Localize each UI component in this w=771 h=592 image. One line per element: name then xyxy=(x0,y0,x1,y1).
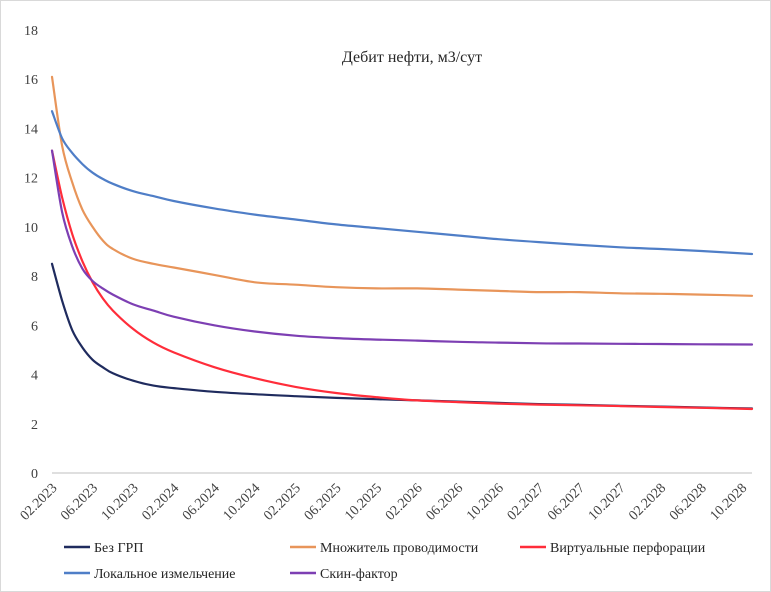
legend-label: Без ГРП xyxy=(94,541,143,556)
x-tick-label: 10.2023 xyxy=(99,481,142,524)
y-tick-label: 6 xyxy=(31,319,38,334)
x-tick-label: 10.2025 xyxy=(342,481,385,524)
x-axis: 02.202306.202310.202302.202406.202410.20… xyxy=(18,472,752,524)
y-tick-label: 0 xyxy=(31,467,38,482)
y-tick-label: 8 xyxy=(31,270,38,285)
x-tick-label: 02.2028 xyxy=(626,481,669,524)
series-line-5 xyxy=(50,149,754,346)
y-tick-label: 18 xyxy=(24,24,38,39)
x-tick-label: 02.2025 xyxy=(261,481,304,524)
x-tick-label: 02.2023 xyxy=(18,481,61,524)
y-tick-label: 10 xyxy=(24,221,38,236)
x-tick-label: 06.2028 xyxy=(667,481,710,524)
legend-label: Скин-фактор xyxy=(320,567,398,582)
y-tick-label: 14 xyxy=(24,122,38,137)
x-tick-label: 02.2024 xyxy=(139,481,182,524)
series-line-4 xyxy=(50,110,754,256)
x-tick-label: 02.2026 xyxy=(383,481,426,524)
chart-title: Дебит нефти, м3/сут xyxy=(342,49,482,66)
series-line-2 xyxy=(50,75,754,297)
x-tick-label: 10.2024 xyxy=(221,481,264,524)
legend-label: Виртуальные перфорации xyxy=(550,541,706,556)
legend-label: Множитель проводимости xyxy=(320,541,479,556)
x-tick-label: 06.2026 xyxy=(424,481,467,524)
x-tick-label: 10.2028 xyxy=(708,481,751,524)
y-tick-label: 4 xyxy=(31,369,38,384)
x-tick-label: 06.2024 xyxy=(180,481,223,524)
x-tick-label: 06.2025 xyxy=(302,481,345,524)
x-tick-label: 06.2023 xyxy=(58,481,101,524)
legend: Без ГРП Множитель проводимости Виртуальные… xyxy=(64,541,706,582)
series-line-1 xyxy=(50,262,754,410)
series-layer xyxy=(50,75,754,411)
x-tick-label: 06.2027 xyxy=(545,481,588,524)
y-tick-label: 16 xyxy=(24,73,38,88)
y-axis: 0 2 4 6 8 10 12 14 16 18 xyxy=(24,24,38,482)
y-tick-label: 2 xyxy=(31,418,38,433)
y-tick-label: 12 xyxy=(24,172,38,187)
x-tick-label: 10.2027 xyxy=(586,481,629,524)
x-tick-label: 10.2026 xyxy=(464,481,507,524)
series-line-3 xyxy=(50,149,754,411)
legend-label: Локальное измельчение xyxy=(94,567,235,582)
x-tick-label: 02.2027 xyxy=(505,481,548,524)
